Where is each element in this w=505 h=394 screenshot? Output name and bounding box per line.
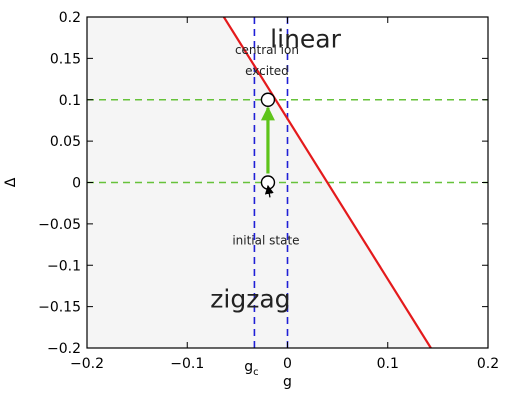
y-tick-label: 0.05 — [50, 134, 81, 150]
annotation-0: central ion excited — [235, 43, 299, 78]
region-label-linear: linear — [270, 25, 341, 54]
annotation-1: initial state — [232, 234, 299, 248]
x-tick-label: 0.1 — [377, 356, 399, 372]
annotation-line: initial state — [232, 234, 299, 248]
y-tick-label: 0.15 — [50, 51, 81, 67]
x-tick-label: 0.2 — [477, 356, 499, 372]
annotation-arrow-1 — [264, 184, 274, 198]
y-axis-label: Δ — [3, 177, 19, 187]
y-tick-label: −0.1 — [47, 258, 81, 274]
y-tick-label: −0.15 — [38, 300, 81, 316]
gc-tick-label: gc — [244, 359, 258, 378]
x-tick-label: −0.1 — [170, 356, 204, 372]
x-tick-label: −0.2 — [70, 356, 104, 372]
plot-content — [87, 17, 488, 348]
phase-boundary-line — [222, 17, 432, 348]
y-tick-label: −0.05 — [38, 217, 81, 233]
region-label-zigzag: zigzag — [210, 284, 290, 313]
y-tick-label: 0.2 — [59, 10, 81, 26]
y-tick-label: 0 — [72, 176, 81, 192]
y-tick-label: −0.2 — [47, 341, 81, 357]
y-tick-label: 0.1 — [59, 93, 81, 109]
annotation-line: central ion — [235, 43, 299, 57]
x-axis-label: g — [283, 374, 292, 390]
state-marker-0 — [260, 92, 276, 107]
annotation-line: excited — [245, 64, 289, 78]
x-tick-label: 0 — [283, 356, 292, 372]
gc-subscript: c — [253, 367, 258, 378]
